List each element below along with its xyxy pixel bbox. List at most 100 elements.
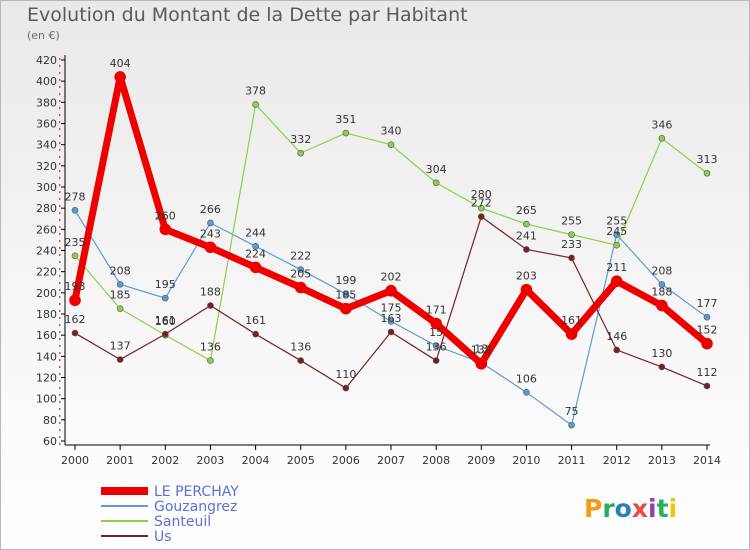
y-axis-dot xyxy=(59,338,61,340)
data-point xyxy=(387,318,395,325)
data-point xyxy=(71,329,79,337)
x-tick-label: 2006 xyxy=(332,454,360,467)
data-point xyxy=(207,219,214,227)
y-axis-dot xyxy=(59,324,61,326)
data-point xyxy=(71,252,79,260)
y-tick-label: 420 xyxy=(36,54,57,67)
data-label: 244 xyxy=(245,226,266,239)
data-point xyxy=(342,384,350,392)
y-axis-dot xyxy=(59,121,61,123)
y-tick-label: 160 xyxy=(36,329,57,342)
y-axis-dot xyxy=(59,149,61,151)
data-label: 378 xyxy=(245,84,266,97)
x-tick-label: 2004 xyxy=(242,454,270,467)
data-label: 160 xyxy=(155,315,176,328)
x-tick-label: 2007 xyxy=(377,454,405,467)
data-point xyxy=(297,357,305,364)
data-label: 233 xyxy=(561,238,582,251)
y-tick-label: 220 xyxy=(36,266,57,279)
data-point xyxy=(703,382,711,390)
data-label: 224 xyxy=(245,247,266,260)
data-label: 245 xyxy=(606,225,627,238)
y-axis-dot xyxy=(59,233,61,235)
data-label: 203 xyxy=(516,270,537,283)
y-axis-dot xyxy=(59,282,61,284)
data-label: 136 xyxy=(426,341,447,354)
y-axis-dot xyxy=(59,212,61,214)
y-axis-dot xyxy=(59,317,61,319)
y-axis-dot xyxy=(59,226,61,228)
y-axis-dot xyxy=(59,394,61,396)
data-label: 137 xyxy=(110,340,131,353)
y-axis-dot xyxy=(59,177,61,179)
data-label: 260 xyxy=(155,209,176,222)
logo-letter: o xyxy=(615,494,632,523)
y-tick-label: 280 xyxy=(36,202,57,215)
x-tick-label: 2013 xyxy=(648,454,676,467)
data-label: 243 xyxy=(200,227,221,240)
x-tick-label: 2002 xyxy=(151,454,179,467)
data-point xyxy=(701,337,713,350)
x-tick-label: 2014 xyxy=(693,454,721,467)
y-axis-dot xyxy=(59,79,61,81)
y-axis-dot xyxy=(59,261,61,263)
data-label: 188 xyxy=(200,286,221,299)
y-axis-dot xyxy=(59,247,61,249)
y-tick-label: 300 xyxy=(36,181,57,194)
data-point xyxy=(520,283,533,296)
data-label: 161 xyxy=(155,314,176,327)
data-point xyxy=(610,275,623,287)
y-tick-label: 180 xyxy=(36,308,57,321)
data-label: 152 xyxy=(697,324,718,337)
x-tick-label: 2012 xyxy=(603,454,631,467)
y-axis-dot xyxy=(59,184,61,186)
y-axis-dot xyxy=(59,352,61,354)
data-point xyxy=(523,220,530,228)
data-label: 235 xyxy=(65,236,86,249)
data-point xyxy=(568,421,575,429)
data-point xyxy=(159,223,172,236)
data-point xyxy=(207,357,214,364)
data-label: 404 xyxy=(110,57,131,70)
y-axis-dot xyxy=(59,128,61,130)
data-point xyxy=(568,254,575,262)
data-point xyxy=(656,299,668,312)
data-label: 255 xyxy=(561,215,582,228)
data-label: 346 xyxy=(651,118,672,131)
data-label: 136 xyxy=(200,341,221,354)
data-label: 15 xyxy=(429,326,443,339)
y-axis-dot xyxy=(59,156,61,158)
data-label: 241 xyxy=(516,229,537,242)
data-point xyxy=(207,302,214,309)
data-label: 205 xyxy=(290,268,311,281)
y-axis-dot xyxy=(59,114,61,116)
y-axis-dot xyxy=(59,254,61,256)
y-axis-dot xyxy=(59,191,61,193)
logo-letter: i xyxy=(648,494,657,523)
data-label: 106 xyxy=(516,372,537,385)
data-point xyxy=(161,294,169,302)
data-label: 313 xyxy=(697,153,718,166)
y-axis-dot xyxy=(59,219,61,221)
data-point xyxy=(69,294,81,307)
y-tick-label: 340 xyxy=(36,139,57,152)
y-axis-dot xyxy=(59,65,61,67)
legend-label: Santeuil xyxy=(154,514,211,530)
data-point xyxy=(432,179,440,187)
legend-label: LE PERCHAY xyxy=(154,484,239,500)
x-tick-label: 2010 xyxy=(512,454,540,467)
y-axis-dot xyxy=(59,163,61,165)
data-label: 280 xyxy=(471,188,492,201)
y-axis-dot xyxy=(59,380,61,382)
y-tick-label: 60 xyxy=(43,435,57,448)
data-label: 332 xyxy=(290,133,311,146)
data-point xyxy=(252,330,259,338)
data-point xyxy=(565,328,578,340)
data-point xyxy=(432,342,440,350)
data-label: 208 xyxy=(110,264,131,277)
data-label: 188 xyxy=(651,286,672,299)
x-tick-label: 2003 xyxy=(196,454,224,467)
data-label: 340 xyxy=(381,125,402,138)
y-axis-dot xyxy=(59,289,61,291)
